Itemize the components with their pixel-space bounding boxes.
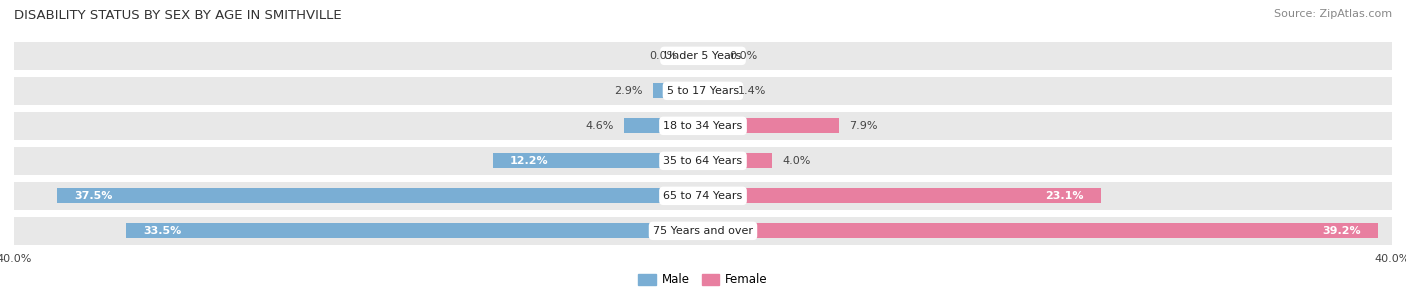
Bar xyxy=(14,217,1392,245)
Bar xyxy=(14,112,1392,139)
Bar xyxy=(127,223,703,239)
Bar xyxy=(494,153,703,168)
Text: 65 to 74 Years: 65 to 74 Years xyxy=(664,191,742,201)
Bar xyxy=(14,147,1392,174)
Bar xyxy=(58,188,703,203)
Text: 23.1%: 23.1% xyxy=(1045,191,1084,201)
Text: 35 to 64 Years: 35 to 64 Years xyxy=(664,156,742,166)
Text: 5 to 17 Years: 5 to 17 Years xyxy=(666,86,740,96)
Text: 7.9%: 7.9% xyxy=(849,121,877,131)
Text: 0.0%: 0.0% xyxy=(650,51,678,61)
Bar xyxy=(703,153,772,168)
Bar xyxy=(652,83,703,98)
Text: 18 to 34 Years: 18 to 34 Years xyxy=(664,121,742,131)
Legend: Male, Female: Male, Female xyxy=(634,269,772,291)
Text: 12.2%: 12.2% xyxy=(510,156,548,166)
Bar xyxy=(703,83,727,98)
Bar xyxy=(14,182,1392,210)
Text: 2.9%: 2.9% xyxy=(614,86,643,96)
Text: 4.0%: 4.0% xyxy=(782,156,811,166)
Bar xyxy=(703,118,839,133)
Text: DISABILITY STATUS BY SEX BY AGE IN SMITHVILLE: DISABILITY STATUS BY SEX BY AGE IN SMITH… xyxy=(14,9,342,22)
Text: 1.4%: 1.4% xyxy=(738,86,766,96)
Text: Under 5 Years: Under 5 Years xyxy=(665,51,741,61)
Text: 33.5%: 33.5% xyxy=(143,226,181,236)
Bar xyxy=(703,223,1378,239)
Text: 0.0%: 0.0% xyxy=(728,51,756,61)
Bar xyxy=(624,118,703,133)
Bar xyxy=(14,42,1392,70)
Bar xyxy=(703,188,1101,203)
Text: 37.5%: 37.5% xyxy=(75,191,112,201)
Text: 39.2%: 39.2% xyxy=(1322,226,1361,236)
Text: 4.6%: 4.6% xyxy=(585,121,613,131)
Text: 75 Years and over: 75 Years and over xyxy=(652,226,754,236)
Bar xyxy=(14,77,1392,105)
Text: Source: ZipAtlas.com: Source: ZipAtlas.com xyxy=(1274,9,1392,19)
